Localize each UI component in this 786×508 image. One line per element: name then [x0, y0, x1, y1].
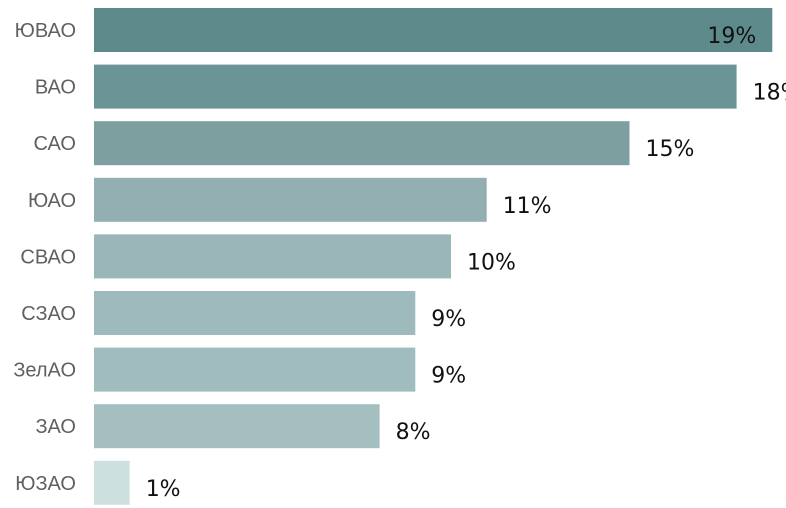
category-label: ВАО: [35, 77, 76, 99]
value-label: 8%: [396, 420, 431, 445]
category-label: ЮВАО: [15, 20, 76, 42]
value-label: 9%: [431, 307, 466, 332]
bar-7: [94, 347, 416, 392]
category-label: СВАО: [20, 246, 76, 268]
value-label: 1%: [146, 477, 181, 502]
category-label: ЗелАО: [13, 360, 76, 382]
bar-4: [94, 177, 487, 222]
bar-6: [94, 291, 416, 335]
bar-2: [94, 64, 737, 109]
value-label: 19%: [707, 24, 756, 49]
value-labels-group: 19% 18% 15% 11% 10% 9% 9% 8% 1%: [146, 24, 786, 502]
category-label: ЮЗАО: [15, 473, 76, 495]
value-label: 15%: [646, 137, 695, 162]
category-label: ЗАО: [35, 416, 76, 438]
value-label: 9%: [431, 364, 466, 389]
category-label: СЗАО: [21, 303, 76, 325]
bar-9: [94, 460, 130, 505]
value-label: 10%: [467, 250, 516, 275]
bar-5: [94, 234, 451, 279]
bar-3: [94, 121, 630, 166]
category-label: ЮАО: [28, 190, 76, 212]
value-label: 18%: [753, 81, 786, 106]
value-label: 11%: [503, 194, 552, 219]
bar-8: [94, 404, 380, 449]
bars-group: [94, 8, 773, 505]
category-labels-group: ЮВАО ВАО САО ЮАО СВАО СЗАО ЗелАО ЗАО ЮЗАО: [13, 20, 76, 495]
category-label: САО: [34, 133, 76, 155]
bar-1: [94, 8, 773, 52]
